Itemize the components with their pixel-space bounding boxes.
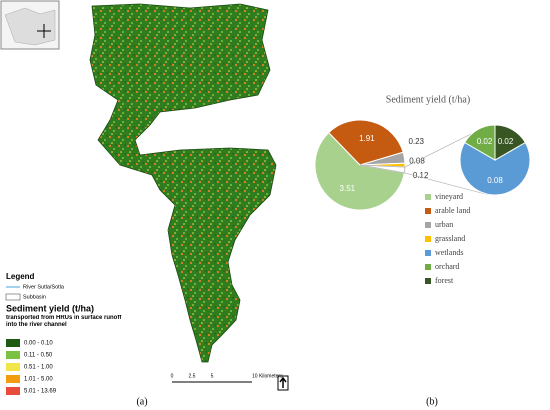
class-label: 1.01 - 5.00 [24,377,53,383]
class-swatch [6,363,20,371]
legend-river: River Sutla/Sotla [23,284,65,290]
class-label: 5.01 - 13.69 [24,389,57,395]
class-swatch [6,375,20,383]
legend-subbasin: Subbasin [23,294,46,300]
scale-label: 5 [211,373,214,379]
panel-label: (a) [136,396,147,407]
legend-title: Legend [6,272,35,281]
class-label: 0.11 - 0.50 [24,353,53,359]
panel-label: (b) [426,396,438,407]
data-label: 1.91 [359,134,375,143]
north-arrow [279,376,287,388]
legend-swatch [425,222,431,228]
inset-land [4,7,56,46]
yield-title: Sediment yield (t/ha) [6,303,94,313]
connector [404,172,490,196]
legend-label: grassland [435,234,465,243]
class-swatch [6,351,20,359]
chart-title: Sediment yield (t/ha) [386,94,470,105]
legend-swatch [425,250,431,256]
pie-slice [494,124,526,161]
catchment-map [89,3,277,363]
subbasin-swatch [5,293,21,301]
data-label: 0.12 [413,171,429,180]
legend-swatch [425,208,431,214]
pie-slice [459,141,531,196]
data-label: 0.02 [498,137,514,146]
scale-label: 0 [171,373,174,379]
data-label: 0.02 [477,137,493,146]
legend-swatch [425,278,431,284]
legend-swatch [425,264,431,270]
pie-slice [328,119,404,166]
legend-label: vineyard [435,192,463,201]
class-legend: 0.00 - 0.10 0.11 - 0.50 0.51 - 1.00 1.01 - … [6,339,57,395]
legend-label: wetlands [435,248,463,257]
legend-label: forest [435,276,454,285]
yield-subtitle-box: transported from HRUs in surface runoff … [6,315,122,328]
legend-label: urban [435,220,453,229]
legend-swatch [425,236,431,242]
north-arrow-box [277,375,289,391]
legend-swatch [425,194,431,200]
class-label: 0.51 - 1.00 [24,365,53,371]
pie-chart: 3.511.910.230.080.120.080.020.02vineyard… [314,119,531,285]
legend-label: orchard [435,262,459,271]
class-swatch [6,339,20,347]
pie-slice [314,131,405,211]
class-swatch [6,387,20,395]
pie-slice [359,164,406,174]
yield-subtitle: transported from HRUs in surface runoff … [6,315,122,328]
class-label: 0.00 - 0.10 [24,341,53,347]
data-label: 0.08 [487,176,503,185]
scale-label: 2.5 [189,373,196,379]
legend-label: arable land [435,206,470,215]
scale-labels: 0 2.5 5 10 Kilometers [171,373,283,379]
scale-label: 10 Kilometers [252,373,283,379]
data-label: 3.51 [340,184,356,193]
data-label: 0.23 [408,137,424,146]
